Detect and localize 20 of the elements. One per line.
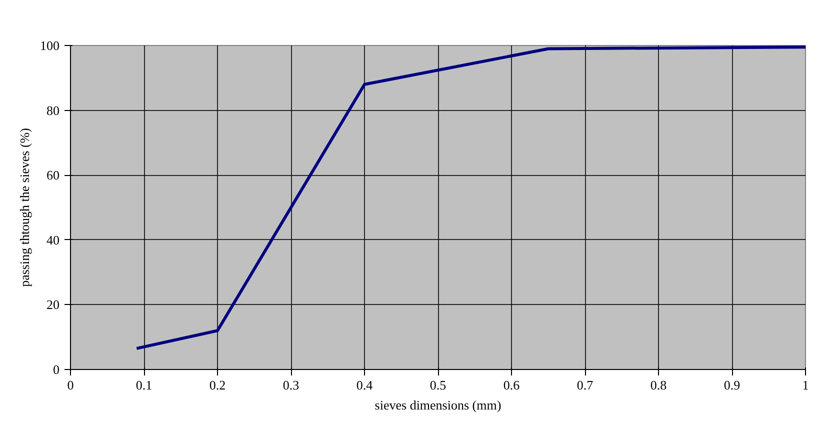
x-tick-label: 0.6 xyxy=(503,378,520,392)
x-tick-label: 0 xyxy=(67,378,74,392)
x-tick-label: 0.3 xyxy=(282,378,300,392)
y-tick-label: 100 xyxy=(40,38,60,53)
y-tick-label: 20 xyxy=(46,297,60,312)
y-tick-label: 60 xyxy=(46,168,60,183)
line-series xyxy=(135,46,806,350)
y-axis-title: passing thtough the sieves (%) xyxy=(17,128,32,287)
x-tick-label: 0.2 xyxy=(209,378,226,392)
x-tick-label: 0.1 xyxy=(136,378,152,392)
y-tick-label: 0 xyxy=(53,362,60,377)
x-tick-label: 0.5 xyxy=(430,378,446,392)
y-tick-label: 80 xyxy=(46,102,60,118)
y-tick-label: 40 xyxy=(46,232,60,248)
x-tick-label: 1 xyxy=(802,378,809,392)
x-tick-label: 0.7 xyxy=(576,378,594,392)
x-axis-title: sieves dimensions (mm) xyxy=(374,398,502,412)
x-tick-label: 0.9 xyxy=(724,378,740,392)
x-tick-label: 0.4 xyxy=(356,378,374,392)
x-tick-label: 0.8 xyxy=(650,378,667,392)
